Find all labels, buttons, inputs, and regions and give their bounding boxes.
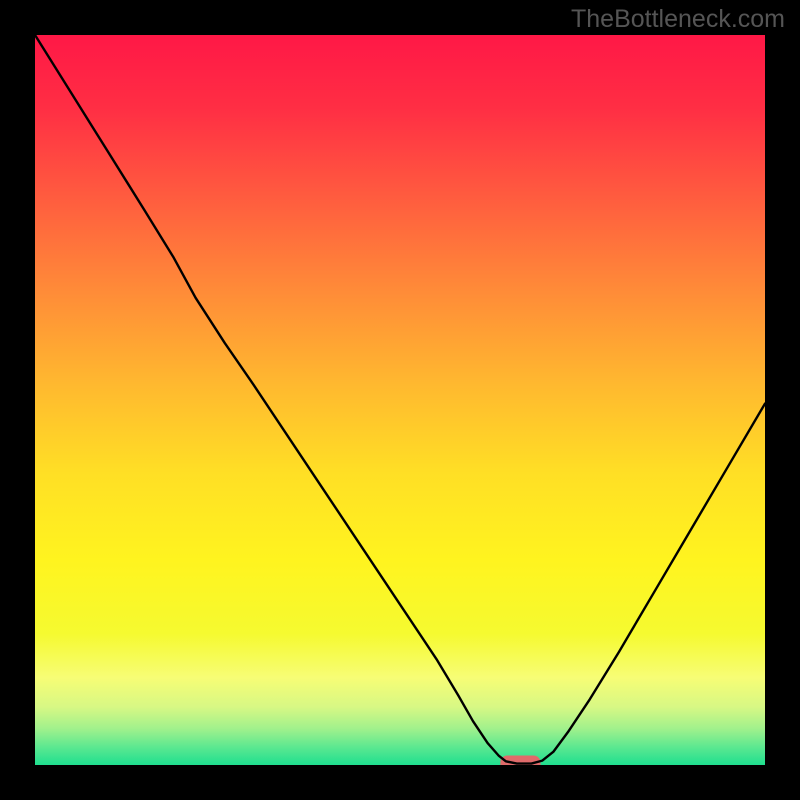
chart-frame: TheBottleneck.com (0, 0, 800, 800)
watermark-text: TheBottleneck.com (571, 5, 785, 34)
bottleneck-chart (35, 35, 765, 765)
gradient-background (35, 35, 765, 765)
